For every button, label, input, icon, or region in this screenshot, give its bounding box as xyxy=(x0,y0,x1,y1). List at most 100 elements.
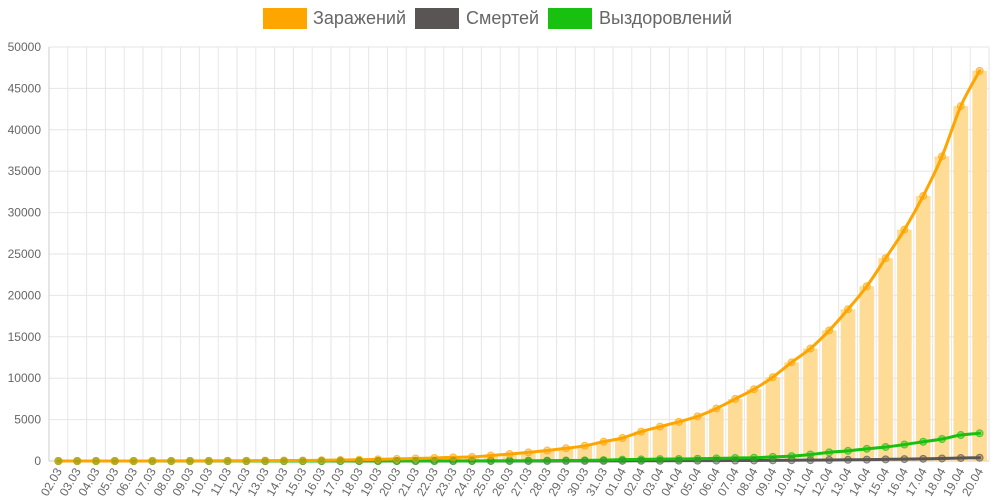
bar-infections xyxy=(878,258,893,461)
point-infections xyxy=(825,326,834,335)
point-infections xyxy=(298,456,307,465)
point-recoveries xyxy=(712,454,721,463)
bar-infections xyxy=(558,448,574,461)
point-recoveries xyxy=(618,455,627,464)
point-recoveries xyxy=(731,453,740,462)
point-infections xyxy=(54,456,63,465)
point-recoveries xyxy=(505,456,514,465)
bar-infections xyxy=(596,441,611,461)
point-infections xyxy=(656,422,664,431)
bar-infections xyxy=(539,450,555,461)
point-infections xyxy=(167,456,176,465)
point-recoveries xyxy=(956,431,965,440)
point-infections xyxy=(637,427,646,436)
bar-infections xyxy=(690,416,705,461)
point-infections xyxy=(468,452,476,461)
point-infections xyxy=(862,282,871,291)
point-deaths xyxy=(806,456,815,465)
y-axis: 0 5000 10000 15000 20000 25000 30000 35000 40000… xyxy=(8,40,42,468)
point-infections xyxy=(750,385,758,394)
point-infections xyxy=(336,456,345,465)
point-infections xyxy=(129,456,138,465)
y-tick-label: 5000 xyxy=(14,413,41,427)
bar-infections xyxy=(972,70,987,461)
legend: Заражений Смертей Выздоровлений xyxy=(263,8,732,29)
point-infections xyxy=(317,456,326,465)
point-deaths xyxy=(825,455,834,464)
y-tick-label: 10000 xyxy=(8,371,42,385)
legend-label-deaths[interactable]: Смертей xyxy=(466,8,539,28)
point-recoveries xyxy=(806,450,815,459)
point-recoveries xyxy=(919,437,928,446)
point-recoveries xyxy=(787,452,796,461)
point-infections xyxy=(599,437,608,446)
bar-infections xyxy=(953,106,969,462)
point-infections xyxy=(223,456,232,465)
point-deaths xyxy=(956,454,965,463)
point-infections xyxy=(430,453,439,462)
bar-infections xyxy=(615,438,630,461)
point-deaths xyxy=(862,455,871,464)
point-recoveries xyxy=(524,456,533,465)
point-recoveries xyxy=(392,456,401,465)
point-deaths xyxy=(919,454,928,463)
point-recoveries xyxy=(768,452,777,461)
bars xyxy=(51,70,987,462)
legend-label-infections[interactable]: Заражений xyxy=(313,8,406,28)
point-infections xyxy=(261,456,270,465)
y-tick-label: 30000 xyxy=(8,206,42,220)
legend-label-recoveries[interactable]: Выздоровлений xyxy=(599,8,732,28)
point-deaths xyxy=(938,454,946,463)
point-deaths xyxy=(900,455,909,464)
bar-infections xyxy=(746,389,762,461)
y-tick-label: 0 xyxy=(34,454,41,468)
legend-swatch-recoveries[interactable] xyxy=(548,8,592,29)
point-deaths xyxy=(975,453,984,462)
y-tick-label: 20000 xyxy=(8,288,42,302)
point-deaths xyxy=(750,456,758,465)
point-recoveries xyxy=(938,434,946,443)
point-infections xyxy=(806,344,815,353)
bar-infections xyxy=(934,156,950,462)
point-infections xyxy=(110,456,119,465)
point-infections xyxy=(580,441,589,450)
point-infections xyxy=(674,417,683,426)
point-infections xyxy=(956,102,965,111)
point-infections xyxy=(486,451,495,460)
bar-infections xyxy=(765,377,781,461)
lines xyxy=(56,69,982,463)
point-infections xyxy=(204,456,213,465)
point-recoveries xyxy=(862,444,871,453)
point-recoveries xyxy=(562,456,570,465)
point-recoveries xyxy=(543,456,552,465)
point-recoveries xyxy=(881,442,890,451)
bar-infections xyxy=(652,426,668,461)
point-infections xyxy=(731,394,740,403)
point-infections xyxy=(92,456,100,465)
bar-infections xyxy=(445,457,461,461)
legend-swatch-infections[interactable] xyxy=(263,8,307,29)
point-infections xyxy=(712,404,721,413)
point-infections xyxy=(938,152,946,161)
point-deaths xyxy=(787,456,796,465)
bar-infections xyxy=(709,408,724,461)
point-recoveries xyxy=(693,454,702,463)
point-recoveries xyxy=(975,429,984,438)
point-deaths xyxy=(881,455,890,464)
legend-swatch-deaths[interactable] xyxy=(415,8,459,29)
bar-infections xyxy=(483,455,499,461)
point-recoveries xyxy=(411,456,420,465)
point-infections xyxy=(148,456,157,465)
bar-infections xyxy=(784,362,799,461)
point-infections xyxy=(562,444,570,453)
bar-infections xyxy=(859,286,875,461)
point-infections xyxy=(524,448,533,457)
point-infections xyxy=(919,191,928,200)
point-recoveries xyxy=(900,440,909,449)
line-infections xyxy=(56,69,982,463)
point-recoveries xyxy=(674,454,683,463)
point-recoveries xyxy=(825,448,834,457)
point-infections xyxy=(73,456,82,465)
point-infections xyxy=(787,358,796,367)
